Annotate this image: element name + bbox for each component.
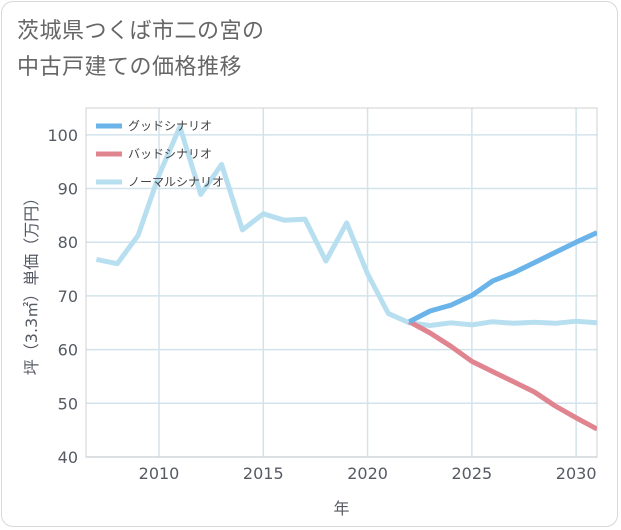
page-title: 茨城県つくば市二の宮の 中古戸建ての価格推移	[17, 14, 265, 86]
legend-label: バッドシナリオ	[128, 147, 212, 161]
title-line-1: 茨城県つくば市二の宮の	[17, 19, 265, 44]
x-tick-label: 2030	[556, 464, 597, 483]
grid-lines	[86, 108, 597, 458]
series-line-1	[408, 230, 597, 324]
legend-label: グッドシナリオ	[128, 119, 212, 133]
y-tick-label: 90	[58, 180, 78, 199]
y-tick-label: 40	[58, 448, 78, 467]
title-line-2: 中古戸建ての価格推移	[17, 55, 243, 80]
x-axis-ticks: 2010 2015 2020 2025 2030	[139, 464, 597, 483]
series-line-2	[408, 319, 597, 432]
x-tick-label: 2020	[347, 464, 388, 483]
legend-label: ノーマルシナリオ	[128, 175, 224, 189]
y-axis-ticks: 40 50 60 70 80 90 100	[47, 126, 78, 467]
y-tick-label: 70	[58, 287, 78, 306]
x-tick-label: 2015	[243, 464, 284, 483]
x-tick-label: 2025	[451, 464, 492, 483]
plot-frame	[85, 107, 598, 458]
y-tick-label: 100	[47, 126, 78, 145]
x-axis-label: 年	[333, 499, 349, 518]
series-lines	[95, 124, 597, 432]
series-line-3	[95, 124, 597, 328]
y-axis-label: 坪（3.3㎡）単価（万円）	[22, 190, 41, 375]
y-tick-label: 80	[58, 233, 78, 252]
y-tick-label: 50	[58, 394, 78, 413]
x-tick-label: 2010	[139, 464, 180, 483]
y-tick-label: 60	[58, 341, 78, 360]
